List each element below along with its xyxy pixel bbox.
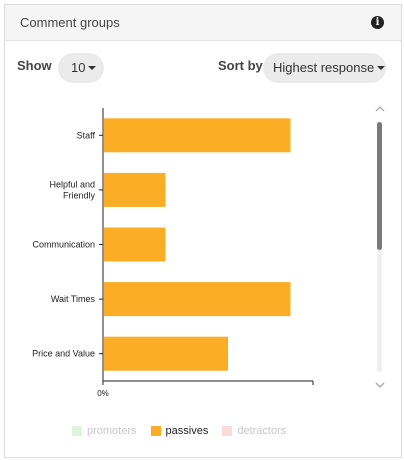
bar-helpful-and-friendly (104, 172, 166, 207)
bar-price-and-value (104, 336, 228, 371)
scrollbar-thumb[interactable] (377, 122, 382, 250)
legend-swatch-detractors (222, 426, 233, 436)
legend-swatch-promoters (72, 426, 82, 436)
legend-label-detractors: detractors (237, 425, 287, 437)
bar-communication (104, 227, 166, 262)
scroll-up-icon[interactable] (375, 104, 385, 114)
show-count-value: 10 (71, 60, 86, 75)
y-tick-label: Communication (32, 240, 95, 250)
card-header: Comment groups i (5, 5, 401, 41)
legend-label-passives: passives (165, 425, 209, 437)
legend-item-detractors[interactable]: detractors (222, 424, 286, 438)
sort-label: Sort by (218, 58, 263, 73)
sort-by-select[interactable]: Highest response (263, 53, 386, 83)
x-tick-label: 0% (97, 389, 109, 398)
legend-item-passives[interactable]: passives (150, 424, 209, 438)
sort-by-value: Highest response (273, 60, 375, 75)
show-label: Show (17, 58, 52, 73)
y-tick-label: Price and Value (32, 349, 95, 359)
legend-label-promoters: promoters (87, 425, 137, 437)
y-tick-label: Helpful and Friendly (49, 179, 95, 200)
card-title: Comment groups (20, 15, 120, 30)
bar-staff (104, 118, 291, 153)
scroll-down-icon[interactable] (375, 380, 385, 390)
chart-legend: promoters passives detractors (72, 424, 300, 438)
legend-swatch-passives (150, 426, 161, 436)
legend-item-promoters[interactable]: promoters (72, 424, 137, 438)
y-tick-label: Staff (77, 130, 96, 140)
caret-down-icon (88, 65, 97, 70)
info-icon[interactable]: i (371, 16, 384, 29)
bar-wait-times (104, 282, 291, 317)
show-count-select[interactable]: 10 (58, 53, 104, 83)
caret-down-icon (377, 65, 386, 70)
y-tick-label: Wait Times (51, 294, 96, 304)
